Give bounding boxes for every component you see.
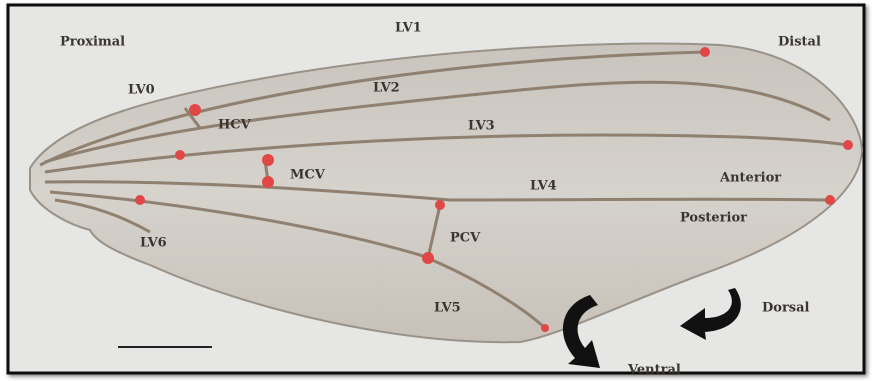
label: LV5 <box>434 301 461 316</box>
label: Dorsal <box>762 301 810 316</box>
page: {"labels": ["Proximal", "LV1", "Distal",… <box>0 0 874 381</box>
label: Proximal <box>60 35 125 50</box>
label: HCV <box>218 118 252 133</box>
label: MCV <box>290 168 326 183</box>
label: LV3 <box>468 119 495 134</box>
label: LV1 <box>395 21 422 36</box>
label: Anterior <box>719 171 781 186</box>
label: Ventral <box>627 363 681 378</box>
figure: Proximal LV1 Distal LV0 LV2 HCV LV3 MCV LV4 Anter… <box>0 0 874 381</box>
label: Posterior <box>680 211 747 226</box>
label: LV2 <box>373 81 400 96</box>
label: LV4 <box>530 179 557 194</box>
label: LV6 <box>140 236 167 251</box>
label: PCV <box>450 231 481 246</box>
label: Distal <box>778 35 821 50</box>
label: LV0 <box>128 83 155 98</box>
